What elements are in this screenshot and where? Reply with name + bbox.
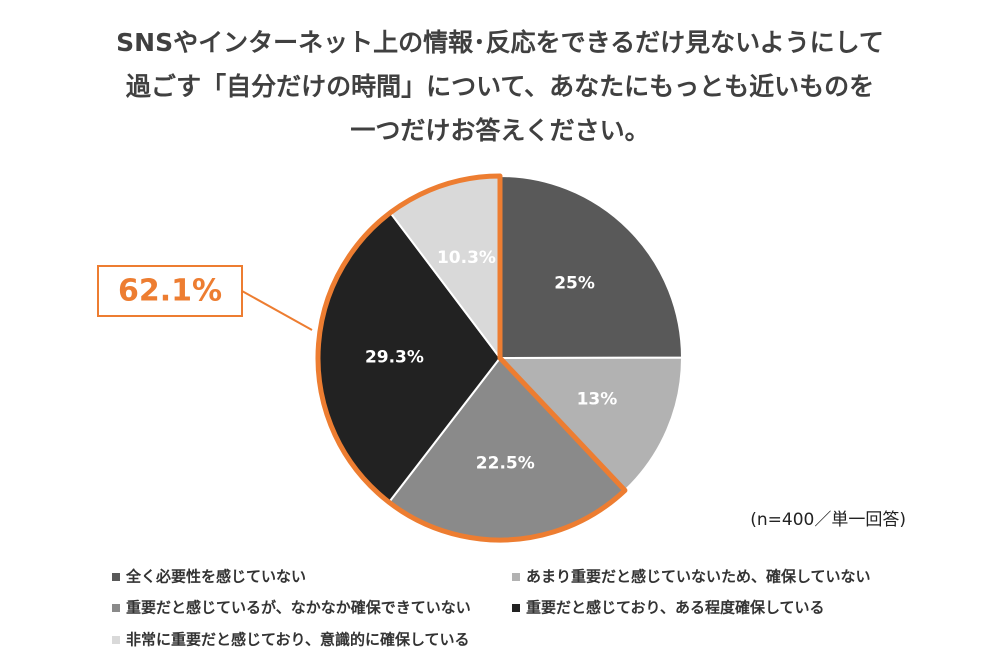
legend-label: 全く必要性を感じていない — [125, 568, 306, 586]
data-label: 29.3% — [365, 348, 424, 368]
legend-label: 重要だと感じているが、なかなか確保できていない — [126, 599, 471, 617]
legend-label: 重要だと感じており、ある程度確保している — [526, 599, 825, 617]
data-label: 22.5% — [476, 453, 535, 473]
leader-line — [241, 290, 313, 331]
legend-marker — [512, 604, 520, 612]
note: (n=400／単一回答) — [750, 510, 906, 530]
chart-title: 過ごす「自分だけの時間」について、あなたにもっとも近いものを — [126, 72, 874, 101]
chart-title: 一つだけお答えください。 — [350, 116, 649, 145]
annotation: 62.1% — [118, 274, 222, 309]
legend-marker — [512, 573, 520, 581]
legend-marker — [112, 573, 120, 581]
legend-marker — [112, 604, 120, 612]
annotation-box — [97, 265, 243, 317]
pie-slice — [497, 356, 684, 492]
chart-title: SNSやインターネット上の情報･反応をできるだけ見ないようにして — [116, 28, 884, 57]
legend-label: 非常に重要だと感じており、意識的に確保している — [126, 631, 470, 649]
legend-label: あまり重要だと感じていないため、確保していない — [526, 568, 871, 586]
data-label: 13% — [577, 390, 618, 410]
data-label: 25% — [554, 273, 595, 293]
highlight-outline — [315, 173, 628, 543]
data-label: 10.3% — [437, 248, 496, 268]
pie-slice — [499, 174, 684, 360]
legend-marker — [112, 636, 120, 644]
